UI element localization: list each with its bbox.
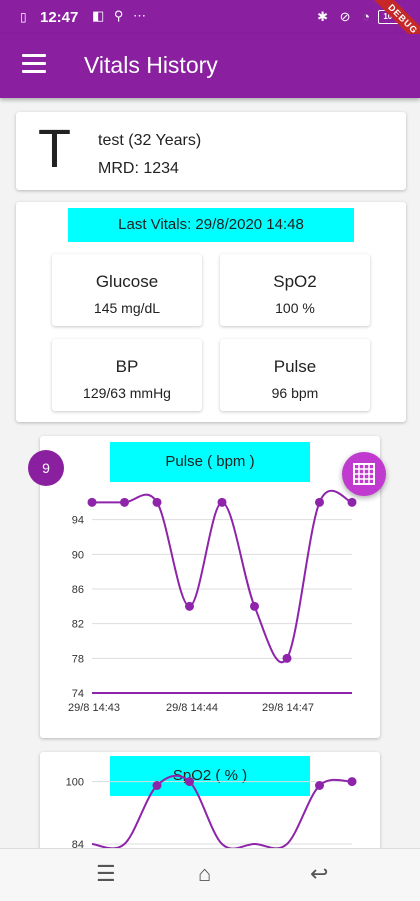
y-tick-label: 86 — [72, 584, 84, 596]
patient-name: test (32 Years) — [98, 132, 202, 149]
vital-tile-glucose[interactable]: Glucose 145 mg/dL — [52, 254, 202, 326]
x-tick-label: 29/8 14:43 — [68, 702, 120, 714]
status-bar: ▯ 12:47 ◧ ⚲ ⋯ ✱ ⊘ ◔ 100 DEBUG — [0, 0, 420, 56]
pulse-chart: 74 78 82 86 90 94 29/8 14:43 29/8 14:44 29/8 14:… — [68, 489, 357, 714]
vital-label: BP — [115, 357, 139, 376]
sim-icon: ▯ — [20, 10, 27, 24]
vital-value: 96 bpm — [271, 385, 319, 401]
vital-tile-pulse[interactable]: Pulse 96 bpm — [220, 339, 370, 411]
series-line — [92, 489, 353, 664]
recent-apps-button[interactable]: ☰ — [96, 861, 116, 886]
data-point — [185, 601, 194, 611]
vital-value: 100 % — [275, 300, 315, 316]
grid-view-button[interactable] — [342, 452, 386, 496]
system-nav-bar: ☰ ⌂ ↩ — [0, 848, 420, 901]
chart-title: SpO2 ( % ) — [110, 756, 310, 796]
data-point — [282, 653, 292, 663]
system-icons: ✱ ⊘ ◔ — [317, 9, 374, 24]
vital-label: Glucose — [95, 272, 159, 291]
vital-value: 129/63 mmHg — [83, 385, 171, 401]
data-point — [152, 497, 162, 507]
chart-count-badge[interactable]: 9 — [28, 450, 64, 486]
patient-mrd: MRD: 1234 — [98, 160, 179, 177]
y-tick-label: 78 — [72, 653, 84, 665]
data-point — [347, 497, 357, 507]
vital-label: SpO2 — [273, 272, 317, 291]
data-point — [315, 781, 324, 790]
vital-label: Pulse — [273, 357, 317, 376]
y-tick-label: 74 — [72, 688, 84, 700]
hamburger-icon[interactable] — [22, 54, 46, 74]
y-tick-label: 100 — [66, 777, 84, 789]
data-point — [185, 777, 194, 787]
y-tick-label: 94 — [72, 515, 84, 527]
data-point — [120, 497, 129, 507]
vital-value: 145 mg/dL — [93, 300, 161, 316]
y-tick-label: 90 — [72, 549, 84, 561]
page-title: Vitals History — [84, 52, 218, 78]
patient-initial: T — [38, 119, 71, 179]
data-point — [250, 601, 259, 611]
data-point — [152, 781, 162, 790]
data-point — [347, 777, 357, 787]
vital-tile-spo2[interactable]: SpO2 100 % — [220, 254, 370, 326]
status-time: 12:47 — [40, 9, 79, 26]
y-tick-label: 82 — [72, 619, 84, 631]
notification-icons: ◧ ⚲ ⋯ — [92, 8, 150, 23]
chart-title: Pulse ( bpm ) — [110, 442, 310, 482]
x-tick-label: 29/8 14:47 — [262, 702, 314, 714]
data-point — [87, 497, 97, 507]
vitals-card: Last Vitals: 29/8/2020 14:48 Glucose 145… — [16, 202, 406, 422]
app-bar: Vitals History — [0, 34, 420, 98]
pulse-chart-card: Pulse ( bpm ) 74 78 82 86 90 94 29/8 14:43 29/8… — [40, 436, 380, 738]
x-tick-label: 29/8 14:44 — [166, 702, 218, 714]
grid-icon — [353, 463, 375, 485]
patient-card: T test (32 Years) MRD: 1234 — [16, 112, 406, 190]
vital-tile-bp[interactable]: BP 129/63 mmHg — [52, 339, 202, 411]
back-button[interactable]: ↩ — [310, 861, 329, 886]
series-line — [91, 774, 353, 850]
data-point — [315, 497, 324, 507]
home-button[interactable]: ⌂ — [198, 861, 212, 886]
data-point — [217, 497, 227, 507]
last-vitals-label: Last Vitals: 29/8/2020 14:48 — [68, 208, 354, 242]
